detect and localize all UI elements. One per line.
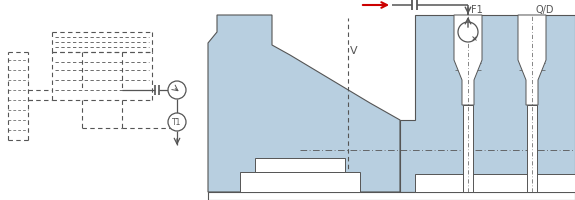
Polygon shape bbox=[454, 16, 482, 105]
Text: Q/D: Q/D bbox=[536, 5, 554, 15]
Polygon shape bbox=[400, 16, 575, 192]
Bar bbox=[255, 158, 345, 172]
Circle shape bbox=[168, 82, 186, 100]
Circle shape bbox=[458, 23, 478, 43]
Polygon shape bbox=[518, 16, 546, 105]
Bar bbox=[527, 105, 537, 192]
Bar bbox=[415, 174, 575, 192]
Text: V: V bbox=[350, 46, 358, 56]
Bar bbox=[463, 105, 473, 192]
Bar bbox=[208, 192, 575, 200]
Bar bbox=[240, 172, 360, 192]
Text: F1: F1 bbox=[471, 5, 483, 15]
Text: T1: T1 bbox=[172, 118, 182, 127]
Polygon shape bbox=[208, 16, 400, 192]
Circle shape bbox=[168, 113, 186, 131]
